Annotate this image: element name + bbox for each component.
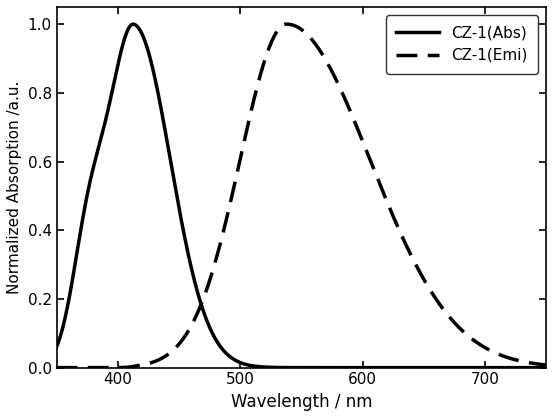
- CZ-1(Abs): [41, 361, 48, 366]
- CZ-1(Abs): [545, 365, 552, 370]
- CZ-1(Abs): [238, 361, 245, 366]
- CZ-1(Emi): [545, 363, 552, 368]
- CZ-1(Emi): [260, 61, 267, 66]
- Line: CZ-1(Abs): CZ-1(Abs): [44, 24, 553, 368]
- Y-axis label: Normalized Absorption /a.u.: Normalized Absorption /a.u.: [7, 81, 22, 294]
- X-axis label: Wavelength / nm: Wavelength / nm: [231, 393, 372, 411]
- Legend: CZ-1(Abs), CZ-1(Emi): CZ-1(Abs), CZ-1(Emi): [385, 15, 539, 74]
- CZ-1(Abs): [490, 365, 497, 370]
- Line: CZ-1(Emi): CZ-1(Emi): [44, 24, 553, 368]
- CZ-1(Emi): [238, 151, 245, 156]
- CZ-1(Emi): [130, 364, 137, 369]
- CZ-1(Abs): [100, 128, 106, 133]
- CZ-1(Abs): [131, 22, 137, 27]
- CZ-1(Emi): [100, 365, 106, 370]
- CZ-1(Abs): [130, 22, 137, 27]
- CZ-1(Emi): [41, 365, 48, 370]
- CZ-1(Emi): [283, 22, 290, 27]
- CZ-1(Emi): [490, 349, 497, 354]
- CZ-1(Abs): [260, 364, 267, 370]
